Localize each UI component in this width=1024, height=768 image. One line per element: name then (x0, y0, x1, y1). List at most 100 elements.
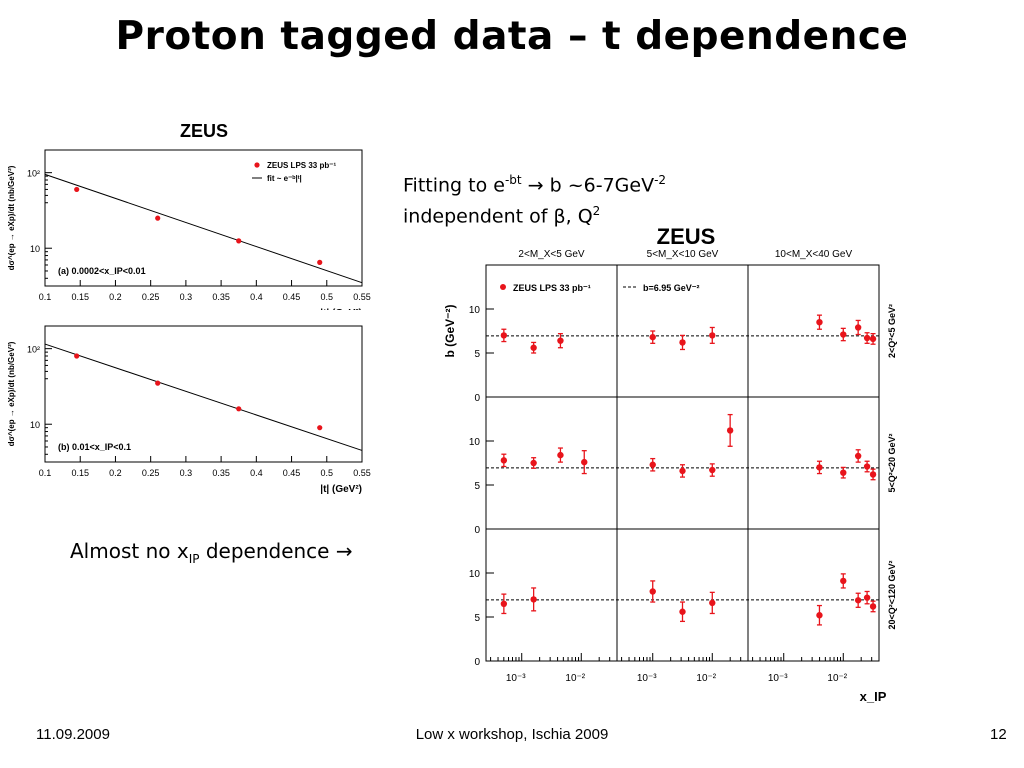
row-label: 2<Q²<5 GeV² (887, 304, 897, 358)
data-point (557, 451, 564, 459)
fit-note-line-1: Fitting to e-bt → b ~6-7GeV-2 (403, 167, 763, 198)
data-point (816, 612, 823, 619)
x-tick-label: 0.2 (109, 468, 122, 478)
x-tick-label: 0.3 (180, 468, 193, 478)
data-point (236, 238, 242, 244)
panel-annotation: (b) 0.01<x_IP<0.1 (58, 442, 131, 452)
data-point (816, 319, 823, 326)
x-tick-label: 0.35 (212, 468, 230, 478)
y-axis-label: dσ^(ep → eXp)/dt (nb/GeV²) (7, 341, 16, 446)
grid-frame (485, 264, 880, 662)
xip-note: Almost no xIP dependence → (70, 538, 450, 572)
x-tick-label: 0.45 (283, 292, 301, 302)
y-tick-label: 5 (474, 349, 480, 360)
y-tick-label: 5 (474, 613, 480, 624)
legend-marker (254, 162, 260, 168)
x-tick-label: 0.35 (212, 292, 230, 302)
data-point (74, 353, 80, 359)
fit-note-text-a: Fitting to e (403, 174, 505, 197)
data-point (500, 332, 508, 339)
data-point (679, 467, 686, 475)
data-point (679, 608, 686, 615)
data-point (500, 457, 508, 464)
x-tick-label: 0.45 (283, 468, 301, 478)
data-point (840, 469, 847, 476)
xip-note-text-a: Almost no x (70, 539, 189, 563)
x-tick-label: 10⁻² (827, 673, 847, 684)
legend-label: ZEUS LPS 33 pb⁻¹ (267, 161, 336, 170)
data-point (863, 463, 871, 470)
fit-line (44, 173, 363, 284)
data-point (530, 459, 537, 467)
x-tick-label: 0.3 (180, 292, 193, 302)
data-point (530, 596, 537, 603)
y-tick-label: 0 (474, 393, 480, 404)
fit-line (44, 343, 363, 451)
data-point (317, 259, 323, 265)
data-point (863, 594, 871, 601)
zeus-logo: ZEUS (180, 121, 228, 141)
data-point (581, 458, 588, 466)
data-point (854, 597, 862, 604)
x-tick-label: 0.4 (250, 292, 263, 302)
y-axis-label: b (GeV⁻²) (443, 304, 457, 357)
y-tick-label: 10 (30, 420, 40, 430)
x-tick-label: 0.15 (71, 292, 89, 302)
y-tick-label: 10² (27, 345, 40, 355)
data-point (236, 406, 242, 412)
fit-note-exp-c: 2 (592, 204, 601, 219)
legend-label: b=6.95 GeV⁻² (643, 283, 700, 293)
data-point (557, 337, 564, 344)
slide-title: Proton tagged data – t dependence (115, 14, 909, 59)
x-tick-label: 10⁻³ (637, 673, 657, 684)
xip-note-text-b: dependence → (199, 539, 353, 563)
panel-annotation: (a) 0.0002<x_IP<0.01 (58, 266, 146, 276)
data-point (854, 452, 862, 460)
plot-frame (44, 149, 363, 287)
fit-note-exp-a: -bt (504, 173, 522, 187)
x-tick-label: 10⁻² (565, 673, 585, 684)
y-tick-label: 5 (474, 481, 480, 492)
x-axis-label: x_IP (860, 689, 887, 704)
fit-note: Fitting to e-bt → b ~6-7GeV-2 independen… (403, 167, 763, 230)
data-point (869, 471, 877, 478)
y-tick-label: 10 (469, 569, 481, 580)
y-axis-label: dσ^(ep → eXp)/dt (nb/GeV²) (7, 165, 16, 270)
x-tick-label: 10⁻² (696, 673, 716, 684)
b-vs-xip-grid-chart: ZEUS 2<M_X<5 GeV 5<M_X<10 GeV 10<M_X<40 GeV… (443, 224, 897, 704)
footer-page: 12 (990, 726, 1007, 743)
x-tick-label: 10⁻³ (506, 673, 526, 684)
data-point (317, 425, 323, 431)
fit-note-exp-b: -2 (654, 173, 667, 187)
data-point (155, 215, 161, 221)
x-tick-label: 0.25 (142, 468, 160, 478)
zeus-logo: ZEUS (657, 224, 716, 249)
footer-center: Low x workshop, Ischia 2009 (415, 726, 609, 743)
x-tick-label: 0.55 (353, 468, 371, 478)
fit-note-text-b: → b ~6-7GeV (521, 174, 655, 197)
data-point (679, 339, 686, 346)
y-tick-label: 10² (27, 169, 40, 179)
footer-date: 11.09.2009 (36, 726, 110, 743)
x-tick-label: 0.1 (39, 292, 52, 302)
column-header: 5<M_X<10 GeV (647, 249, 719, 260)
plot-frame (44, 325, 363, 463)
x-axis-label: |t| (GeV²) (320, 484, 362, 495)
data-point (840, 577, 847, 585)
data-point (649, 461, 656, 468)
column-header: 10<M_X<40 GeV (775, 249, 853, 260)
data-point (709, 332, 716, 339)
data-point (840, 331, 847, 338)
x-tick-label: 0.5 (321, 468, 334, 478)
x-tick-label: 0.15 (71, 468, 89, 478)
legend-label: ZEUS LPS 33 pb⁻¹ (513, 283, 591, 293)
data-point (155, 380, 161, 386)
legend-marker (500, 284, 506, 290)
t-dependence-chart-a: ZEUS 0.1 0.15 0.2 0.25 0.3 0.35 0.4 0.45 0.5 0.55 1… (7, 121, 371, 310)
data-point (500, 600, 508, 607)
x-tick-label: 0.5 (321, 292, 334, 302)
x-tick-label: 0.2 (109, 292, 122, 302)
y-tick-label: 0 (474, 657, 480, 668)
data-point (709, 466, 716, 474)
data-point (649, 588, 656, 595)
